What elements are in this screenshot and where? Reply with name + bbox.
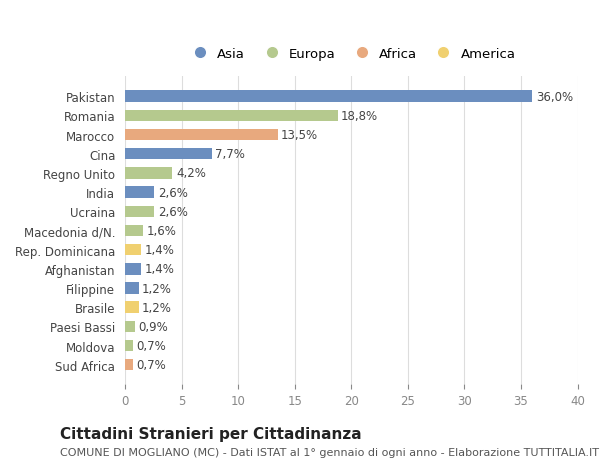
Text: 2,6%: 2,6% [158,186,188,199]
Text: Cittadini Stranieri per Cittadinanza: Cittadini Stranieri per Cittadinanza [60,425,362,441]
Bar [125,110,338,122]
Text: COMUNE DI MOGLIANO (MC) - Dati ISTAT al 1° gennaio di ogni anno - Elaborazione T: COMUNE DI MOGLIANO (MC) - Dati ISTAT al … [60,447,599,457]
Legend: Asia, Europa, Africa, America: Asia, Europa, Africa, America [183,44,520,65]
Text: 1,2%: 1,2% [142,282,172,295]
Bar [125,91,532,103]
Text: 0,9%: 0,9% [139,320,168,333]
Text: 36,0%: 36,0% [536,90,573,103]
Bar [125,359,133,371]
Text: 2,6%: 2,6% [158,205,188,218]
Bar [125,302,139,313]
Bar [125,187,154,198]
Text: 4,2%: 4,2% [176,167,206,180]
Text: 7,7%: 7,7% [215,148,245,161]
Text: 1,4%: 1,4% [144,244,174,257]
Bar [125,168,172,179]
Bar [125,129,278,141]
Bar [125,263,141,275]
Bar [125,244,141,256]
Text: 0,7%: 0,7% [136,358,166,371]
Text: 1,6%: 1,6% [146,224,176,237]
Text: 1,4%: 1,4% [144,263,174,276]
Bar [125,283,139,294]
Bar [125,340,133,352]
Text: 13,5%: 13,5% [281,129,318,142]
Bar [125,321,135,332]
Text: 1,2%: 1,2% [142,301,172,314]
Text: 0,7%: 0,7% [136,339,166,352]
Text: 18,8%: 18,8% [341,110,378,123]
Bar [125,206,154,218]
Bar [125,149,212,160]
Bar [125,225,143,237]
